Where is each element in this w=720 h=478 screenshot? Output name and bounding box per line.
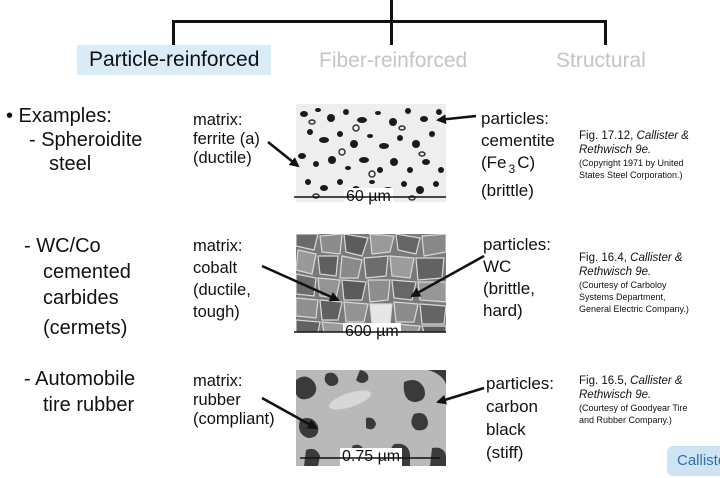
particles-label: particles: [483, 235, 552, 254]
example-label: - WC/Co [24, 235, 101, 257]
example-label: steel [49, 153, 92, 175]
category-particle-reinforced: Particle-reinforced [77, 45, 272, 75]
matrix-description: matrix: rubber (compliant) [193, 372, 275, 429]
example-label: - Automobile [24, 368, 136, 390]
particles-property: (brittle, [483, 279, 535, 298]
matrix-property: (ductile) [193, 149, 252, 167]
category-structural: Structural [556, 49, 646, 72]
matrix-property: (compliant) [193, 410, 275, 428]
figure-caption: Fig. 17.12, Callister & Rethwisch 9e. (C… [579, 130, 689, 180]
example-label: carbides [43, 287, 119, 309]
matrix-label: matrix: [193, 237, 243, 255]
figure-caption: Fig. 16.4, Callister & Rethwisch 9e. (Co… [579, 252, 689, 314]
matrix-material: cobalt [193, 259, 238, 277]
tree-drop-structural [604, 20, 607, 45]
particles-description: particles: carbon black (stiff) [486, 372, 554, 464]
category-fiber-reinforced: Fiber-reinforced [319, 49, 468, 72]
matrix-label: matrix: [193, 372, 243, 390]
matrix-property: (ductile, [193, 281, 251, 299]
particles-description: particles: cementite (Fe 3 C) (brittle) [481, 108, 555, 202]
example-label: - Spheroidite [29, 129, 143, 151]
micrograph-spheroidite [296, 104, 446, 202]
particles-material: WC [483, 257, 512, 276]
example-tire-rubber: - Automobile tire rubber [24, 366, 135, 418]
matrix-description: matrix: cobalt (ductile, tough) [193, 235, 251, 323]
example-wc-co: - WC/Co cemented carbides (cermets) [24, 233, 131, 341]
particles-property: hard) [483, 301, 523, 320]
particles-formula: (Fe 3 C) [481, 153, 536, 176]
particles-label: particles: [486, 374, 555, 393]
callister-reference-button[interactable]: Callister [667, 446, 720, 476]
particles-material: carbon [486, 397, 538, 416]
matrix-arrow [261, 264, 340, 302]
particles-arrow [436, 386, 485, 405]
example-label: (cermets) [43, 317, 128, 339]
tree-top-line [173, 20, 606, 23]
particles-material: cementite [481, 131, 555, 150]
particles-property: (stiff) [486, 443, 524, 462]
figure-caption: Fig. 16.5, Callister & Rethwisch 9e. (Co… [579, 375, 688, 425]
particles-label: particles: [481, 109, 550, 128]
micrograph-spheroidite-image [298, 108, 444, 201]
particles-description: particles: WC (brittle, hard) [483, 234, 551, 322]
particles-material: black [486, 420, 526, 439]
particles-property: (brittle) [481, 181, 534, 200]
example-label: cemented [43, 261, 131, 283]
example-label: tire rubber [43, 394, 135, 416]
matrix-arrow [267, 141, 300, 168]
matrix-description: matrix: ferrite (a) (ductile) [193, 111, 260, 168]
particles-arrow [436, 114, 477, 125]
scale-bar-label: 0.75 µm [340, 448, 403, 466]
tree-drop-fiber [390, 20, 393, 45]
examples-heading: • Examples: [6, 105, 112, 127]
particles-arrow [410, 254, 485, 298]
tree-stem [390, 0, 393, 22]
matrix-material: ferrite (a) [193, 130, 260, 148]
example-spheroidite: • Examples: - Spheroidite steel [6, 104, 142, 176]
matrix-label: matrix: [193, 111, 243, 129]
matrix-arrow [261, 396, 318, 430]
matrix-material: rubber [193, 391, 241, 409]
tree-drop-particle [172, 20, 175, 45]
matrix-property: tough) [193, 303, 240, 321]
